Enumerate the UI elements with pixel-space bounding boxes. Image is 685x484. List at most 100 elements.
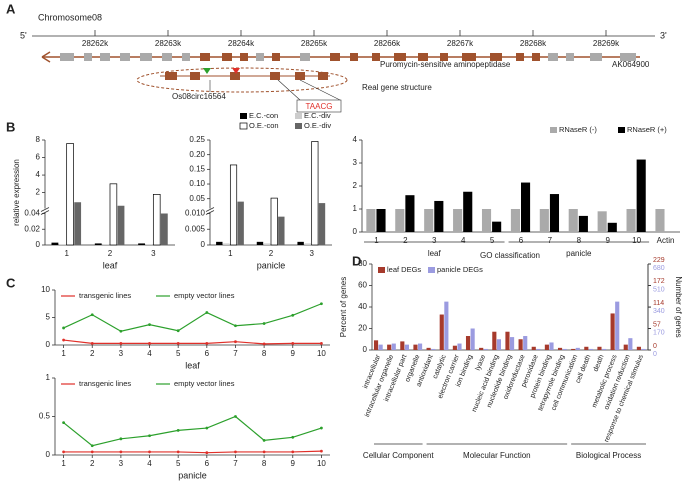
bar bbox=[483, 348, 488, 350]
x-tick-label: 6 bbox=[205, 459, 210, 468]
legend-label: empty vector lines bbox=[174, 291, 235, 300]
bar bbox=[584, 346, 589, 350]
bar bbox=[655, 209, 665, 232]
point bbox=[320, 302, 323, 306]
point bbox=[205, 451, 209, 455]
legend-label: RNaseR (+) bbox=[627, 125, 667, 134]
bar bbox=[510, 209, 520, 232]
point bbox=[119, 329, 123, 333]
gene-model bbox=[41, 51, 640, 113]
bar bbox=[578, 215, 588, 232]
x-tick-label: 3 bbox=[309, 249, 314, 258]
bar bbox=[404, 344, 409, 350]
point bbox=[320, 341, 323, 345]
y-tick-label: 0 bbox=[36, 240, 41, 249]
bar bbox=[597, 211, 607, 232]
x-tick-label: 9 bbox=[291, 349, 296, 358]
legend-label: RNaseR (-) bbox=[559, 125, 597, 134]
y-tick-label: 0.15 bbox=[189, 164, 205, 173]
panel-letter: A bbox=[6, 1, 16, 16]
y-tick-label: 80 bbox=[358, 259, 367, 268]
x-tick-label: 8 bbox=[577, 236, 582, 245]
y-tick-label: 40 bbox=[358, 302, 367, 311]
bar bbox=[549, 342, 554, 350]
bar bbox=[297, 241, 304, 245]
y-tick-label: 0 bbox=[46, 340, 51, 349]
point bbox=[291, 313, 295, 317]
y2-tick-label: 680 bbox=[653, 265, 665, 272]
y-tick-label: 4 bbox=[353, 135, 358, 144]
point bbox=[291, 435, 295, 439]
legend-label: O.E.-con bbox=[249, 121, 279, 130]
y2-tick-label: 0 bbox=[653, 351, 657, 358]
point bbox=[291, 341, 295, 345]
bar bbox=[373, 340, 379, 350]
bar bbox=[270, 197, 278, 246]
y-axis-label: Percent of genes bbox=[339, 277, 348, 337]
point bbox=[176, 329, 180, 333]
x-tick-label: 4 bbox=[147, 459, 152, 468]
y-tick-label: 0.05 bbox=[189, 194, 205, 203]
bar bbox=[366, 209, 376, 232]
y-tick-label: 0 bbox=[201, 240, 206, 249]
bar bbox=[549, 194, 560, 232]
point bbox=[62, 421, 65, 425]
x-tick-label: 10 bbox=[632, 236, 641, 245]
legend-label: empty vector lines bbox=[174, 379, 235, 388]
legend-label: E.C.-con bbox=[249, 111, 278, 120]
five-prime: 5' bbox=[20, 30, 27, 40]
x-tick-label: 5 bbox=[176, 349, 181, 358]
legend-swatch bbox=[295, 113, 302, 119]
bar bbox=[623, 344, 628, 350]
y-tick-label: 1 bbox=[353, 204, 358, 213]
group-label: Biological Process bbox=[576, 451, 641, 460]
point bbox=[262, 322, 266, 325]
line bbox=[63, 339, 322, 345]
bar bbox=[492, 221, 502, 232]
gene-name: Puromycin-sensitive aminopeptidase bbox=[380, 60, 511, 69]
y2-tick-label: 0 bbox=[653, 343, 657, 350]
y-tick-label: 0.04 bbox=[24, 209, 40, 218]
point bbox=[262, 342, 266, 346]
bar bbox=[544, 344, 549, 350]
bar bbox=[636, 159, 646, 232]
point bbox=[234, 415, 237, 418]
x-tick-label: 9 bbox=[606, 236, 611, 245]
bar bbox=[413, 344, 418, 350]
x-tick-label: 7 bbox=[233, 349, 238, 358]
bar bbox=[465, 336, 471, 350]
point bbox=[176, 450, 180, 454]
y2-tick-label: 340 bbox=[653, 308, 665, 315]
bar bbox=[395, 209, 405, 232]
point bbox=[176, 428, 180, 432]
x-axis-label: leaf bbox=[103, 260, 118, 270]
y-tick-label: 0 bbox=[46, 450, 51, 459]
axis-break bbox=[206, 208, 332, 213]
bar bbox=[496, 339, 501, 350]
x-tick-label: 10 bbox=[317, 459, 326, 468]
point bbox=[119, 341, 123, 345]
axis-break bbox=[41, 208, 175, 213]
point bbox=[148, 341, 151, 345]
x-tick-label: 1 bbox=[64, 249, 69, 258]
point bbox=[176, 341, 180, 345]
x-tick-label: 5 bbox=[176, 459, 181, 468]
ruler-label: 28263k bbox=[155, 39, 182, 48]
x-tick-label: lyase bbox=[475, 354, 488, 372]
bar bbox=[74, 202, 82, 245]
bar bbox=[439, 314, 444, 350]
bar bbox=[562, 348, 567, 350]
legend-swatch bbox=[428, 267, 435, 273]
legend-label: O.E.-div bbox=[304, 121, 331, 130]
y2-tick-label: 510 bbox=[653, 286, 665, 293]
bar bbox=[145, 244, 153, 245]
legend-label: transgenic lines bbox=[79, 291, 131, 300]
x-tick-label: 5 bbox=[490, 236, 495, 245]
bar bbox=[405, 195, 415, 232]
x-axis-label: panicle bbox=[257, 260, 286, 270]
bar bbox=[615, 301, 620, 350]
x-tick-label: 2 bbox=[403, 236, 408, 245]
line bbox=[63, 450, 322, 454]
bar bbox=[51, 242, 59, 245]
